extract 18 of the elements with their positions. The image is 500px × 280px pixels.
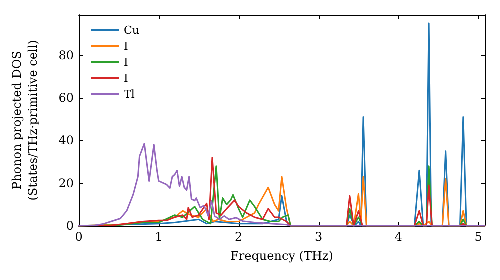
x-tick-label: 5 [474, 230, 482, 244]
legend-label: I [124, 40, 128, 53]
legend-label: I [124, 72, 128, 85]
legend-label: Cu [124, 24, 140, 37]
x-axis-title: Frequency (THz) [230, 249, 334, 263]
y-tick-label: 40 [58, 134, 74, 148]
y-tick-label: 60 [58, 91, 74, 106]
y-tick-label: 0 [66, 219, 74, 233]
y-axis-title: Phonon projected DOS (States/THz·primitive cell) [10, 40, 40, 201]
legend-label: Tl [124, 88, 136, 101]
x-tick-label: 2 [235, 230, 243, 244]
y-tick-label: 80 [58, 48, 74, 62]
legend-label: I [124, 56, 128, 69]
x-tick-label: 3 [314, 230, 323, 244]
x-tick-label: 1 [155, 230, 163, 244]
y-tick-label: 20 [58, 176, 74, 190]
x-tick-label: 0 [75, 230, 83, 244]
x-tick-label: 4 [394, 230, 403, 244]
